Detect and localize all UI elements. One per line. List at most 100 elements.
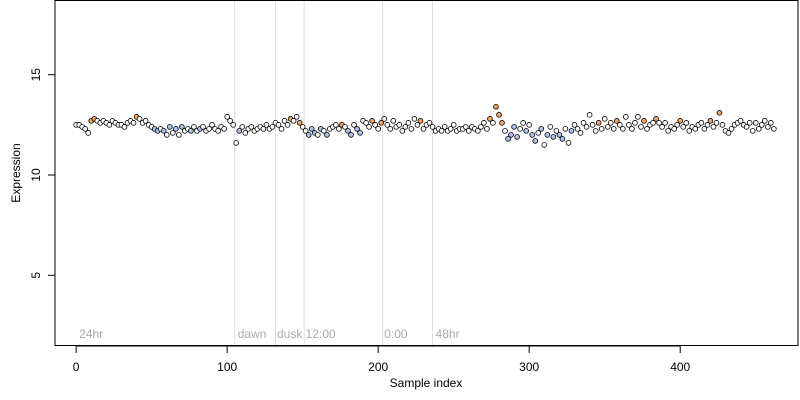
data-point [447, 126, 454, 132]
data-point [166, 124, 173, 130]
data-point [221, 126, 227, 132]
data-point [771, 126, 777, 132]
data-point [610, 126, 617, 132]
data-point [737, 118, 744, 124]
data-point [233, 140, 240, 146]
data-point [372, 122, 378, 128]
data-point [553, 128, 560, 134]
data-point [399, 128, 406, 134]
data-point [692, 126, 699, 132]
group-labels: 24hr dawn dusk 12:00 0:00 48hr [79, 327, 459, 341]
data-point [623, 114, 629, 120]
data-point [719, 122, 726, 128]
data-point [390, 118, 397, 124]
data-point [641, 118, 647, 124]
data-point [761, 118, 768, 124]
group-label: 24hr [79, 327, 103, 341]
data-point [206, 126, 212, 132]
data-point [632, 120, 638, 126]
data-point [725, 130, 732, 136]
data-point [321, 128, 327, 134]
data-point [484, 126, 490, 132]
data-points [73, 104, 777, 148]
data-point [278, 126, 285, 132]
data-point [559, 136, 566, 142]
data-point [200, 124, 206, 130]
data-point [420, 126, 427, 132]
data-point [728, 126, 735, 132]
data-point [381, 116, 388, 122]
data-point [635, 114, 641, 120]
data-point [438, 128, 445, 134]
data-point [284, 122, 291, 128]
data-point [653, 116, 659, 122]
data-point [680, 124, 687, 130]
data-point [589, 122, 596, 128]
y-tick-label: 5 [29, 272, 43, 279]
data-point [342, 124, 348, 130]
data-point [686, 128, 693, 134]
data-point [224, 114, 230, 120]
data-point [142, 118, 149, 124]
data-point [758, 122, 765, 128]
data-point [173, 126, 179, 132]
data-point [324, 132, 330, 138]
data-point [698, 120, 705, 126]
data-point [402, 124, 409, 130]
data-point [550, 134, 557, 140]
data-point [502, 128, 508, 134]
data-point [526, 122, 532, 128]
group-label: 12:00 [306, 327, 336, 341]
data-point [662, 120, 668, 126]
data-point [396, 122, 403, 128]
data-point [179, 124, 185, 130]
data-point [571, 122, 578, 128]
x-tick-label: 300 [519, 360, 539, 374]
group-dividers [234, 0, 434, 346]
data-point [583, 124, 590, 130]
data-point [106, 122, 113, 128]
data-point [743, 124, 750, 130]
data-point [387, 126, 394, 132]
data-point [514, 134, 520, 140]
data-point [617, 122, 623, 128]
data-point [541, 142, 548, 148]
data-point [598, 126, 605, 132]
data-point [429, 124, 436, 130]
data-point [547, 124, 554, 130]
x-tick-label: 200 [368, 360, 388, 374]
data-point [710, 124, 717, 130]
data-point [408, 126, 415, 132]
data-point [263, 122, 270, 128]
x-axis-label: Sample index [390, 376, 463, 390]
data-point [248, 124, 255, 130]
data-point [517, 126, 523, 132]
data-point [764, 124, 771, 130]
data-point [82, 126, 89, 132]
data-point [523, 128, 529, 134]
data-point [363, 120, 369, 126]
data-point [160, 128, 167, 134]
data-point [529, 132, 536, 138]
data-point [746, 120, 753, 126]
data-point [351, 122, 357, 128]
x-axis: 0 100 200 300 400 [73, 345, 691, 374]
x-tick-label: 100 [217, 360, 237, 374]
data-point [209, 122, 215, 128]
data-point [565, 140, 572, 146]
data-point [414, 122, 421, 128]
data-point [707, 118, 714, 124]
data-point [130, 120, 137, 126]
x-tick-label: 400 [670, 360, 690, 374]
data-point [644, 126, 650, 132]
group-label: dusk [277, 327, 303, 341]
group-label: dawn [238, 327, 267, 341]
data-point [481, 120, 487, 126]
data-point [348, 132, 354, 138]
data-point [333, 122, 339, 128]
data-point [607, 120, 614, 126]
data-point [601, 116, 608, 122]
data-point [242, 130, 249, 136]
data-point [638, 124, 644, 130]
